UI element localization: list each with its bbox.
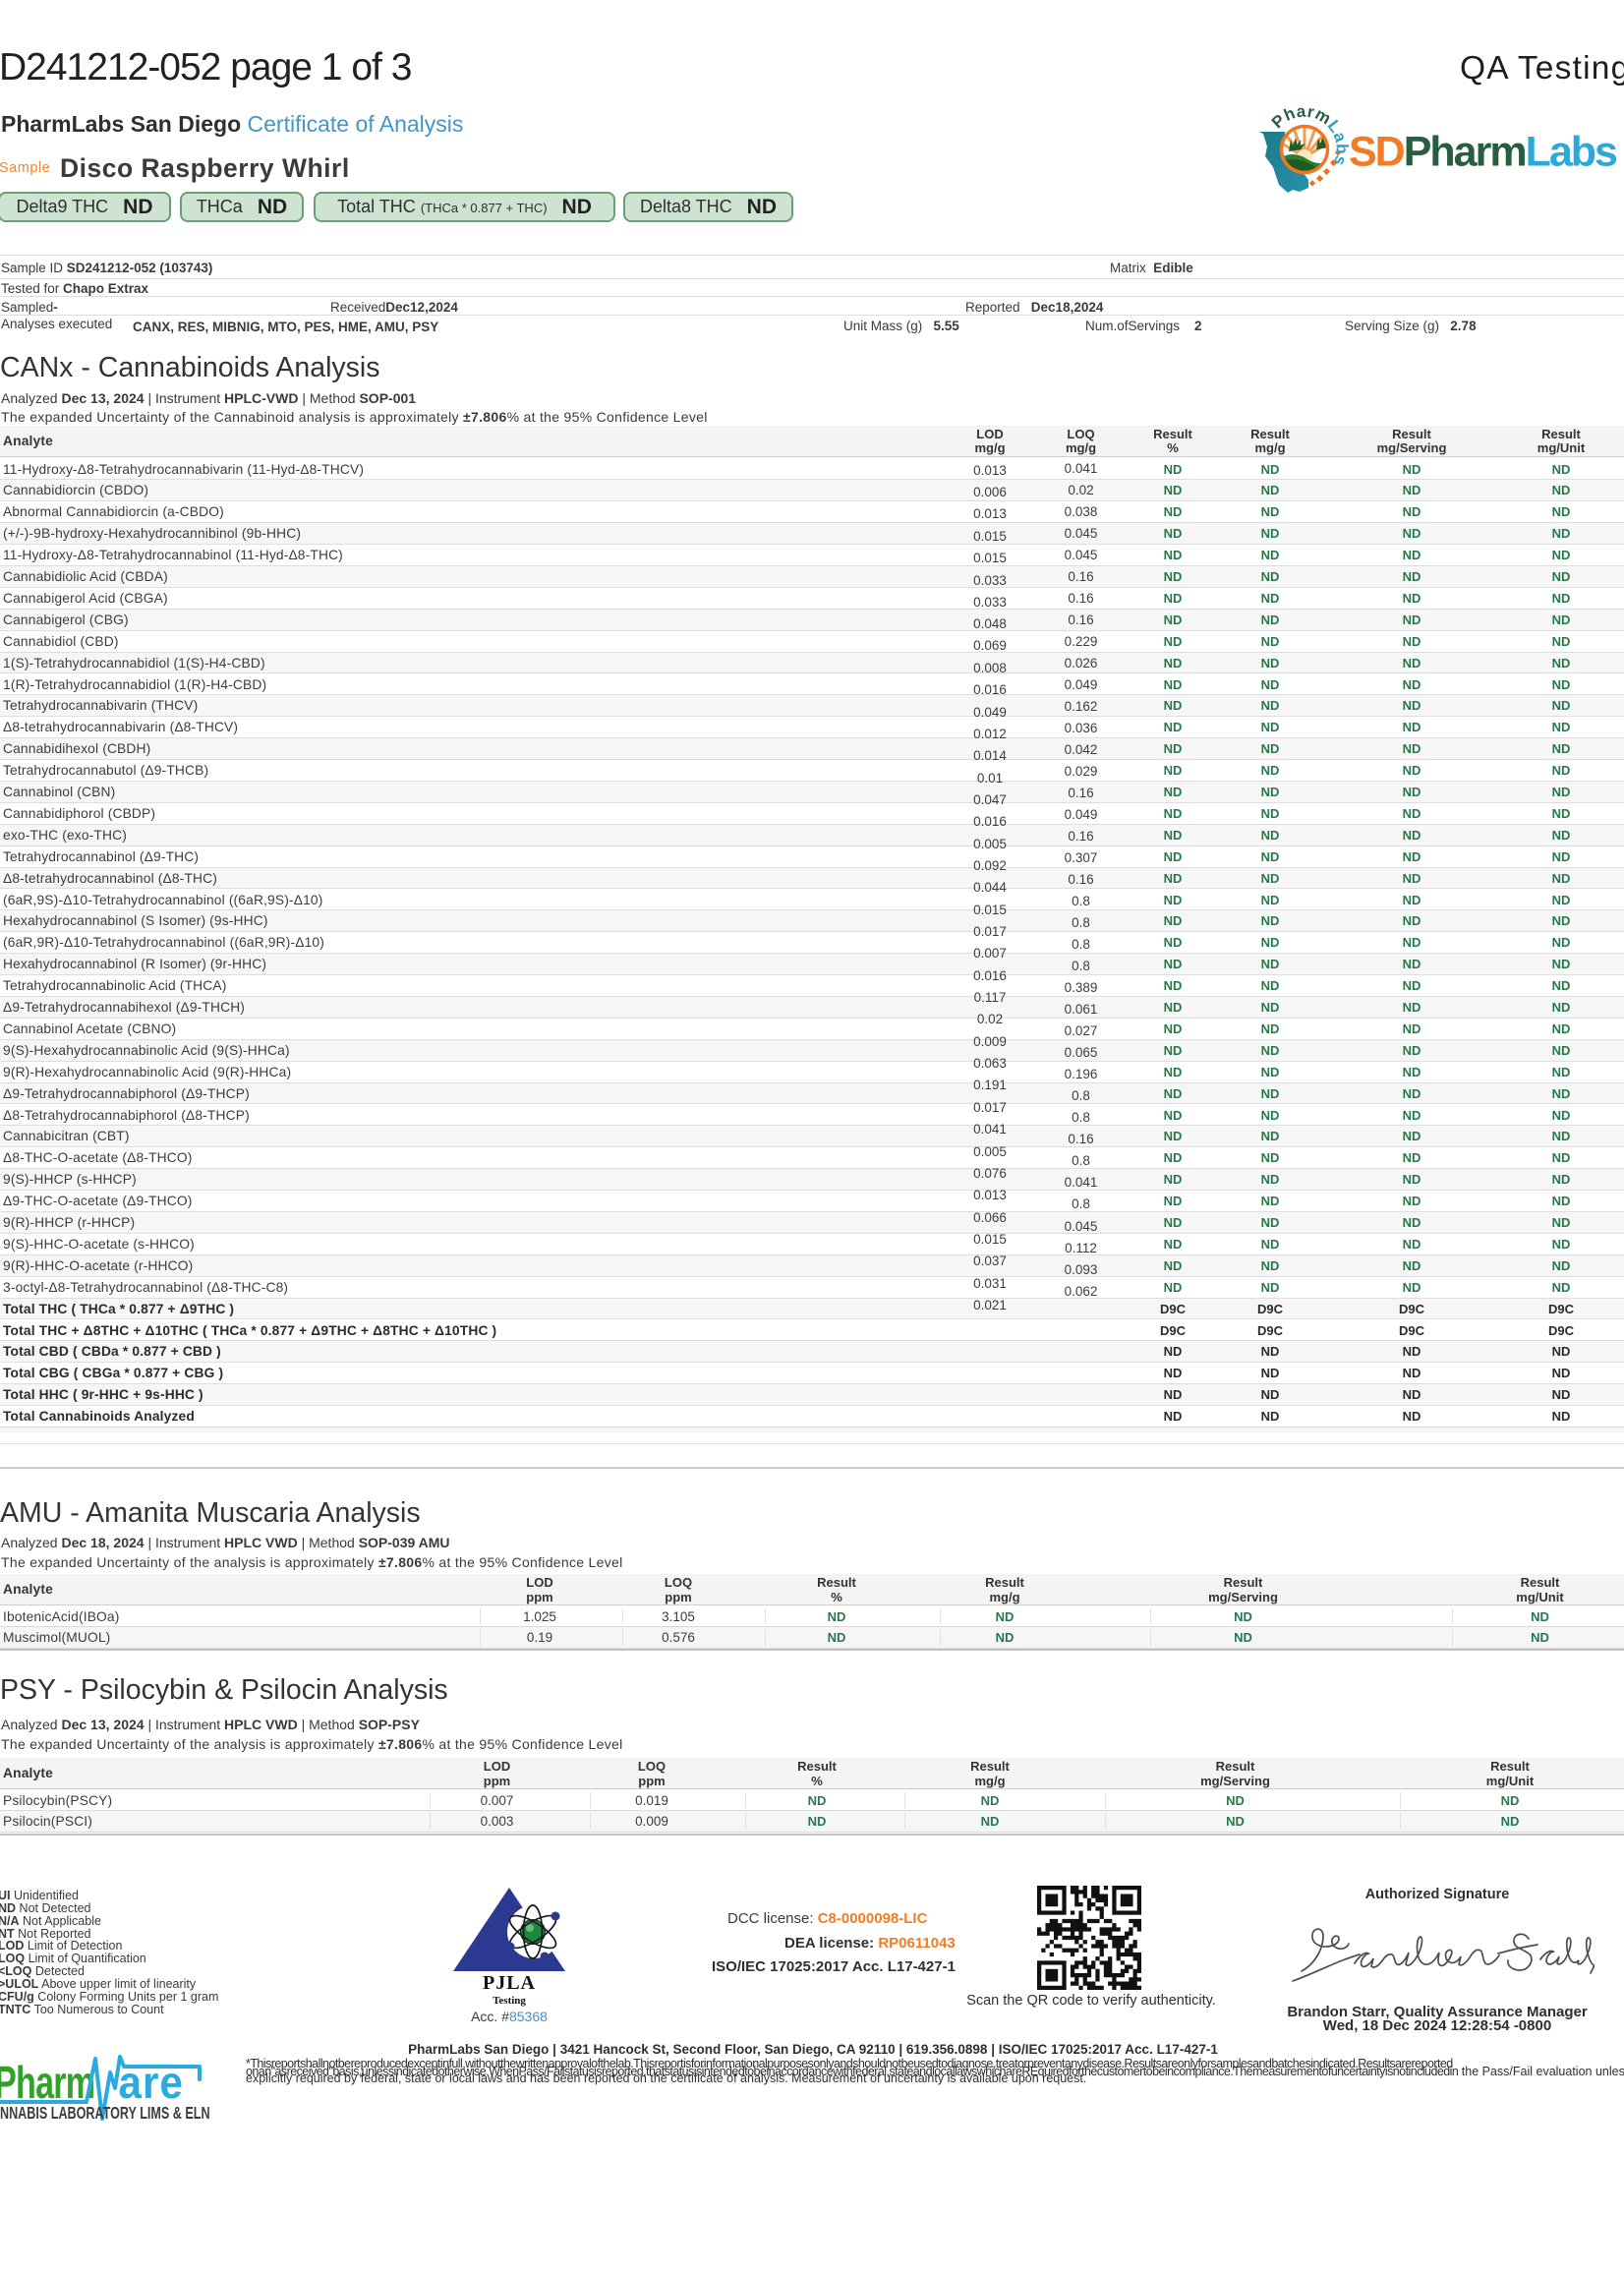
svg-text:Pharm: Pharm — [0, 2057, 94, 2108]
svg-text:SDPharmLabs: SDPharmLabs — [1349, 129, 1617, 176]
svg-text:NNABIS LABORATORY LIMS & ELN: NNABIS LABORATORY LIMS & ELN — [0, 2104, 210, 2124]
svg-text:PJLA: PJLA — [483, 1972, 536, 1994]
svg-text:Testing: Testing — [493, 1995, 526, 2007]
svg-text:Acc. #85368: Acc. #85368 — [471, 2009, 548, 2021]
